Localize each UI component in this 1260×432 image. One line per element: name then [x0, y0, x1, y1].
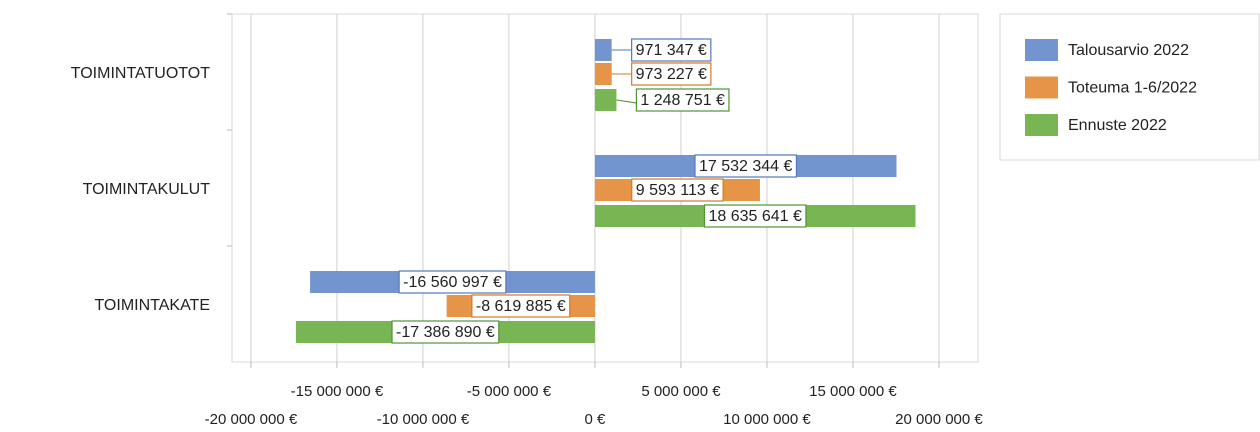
- data-label-box: [635, 88, 730, 112]
- data-label-box: [703, 204, 807, 228]
- x-tick-label: 10 000 000 €: [723, 411, 811, 428]
- legend-swatch: [1025, 76, 1058, 99]
- data-label: 973 227 €: [636, 66, 707, 83]
- category-label: TOIMINTAKATE: [94, 297, 210, 314]
- bar: [594, 63, 612, 85]
- data-label: 971 347 €: [636, 42, 707, 59]
- x-tick-label: -5 000 000 €: [467, 383, 552, 400]
- legend-swatch: [1025, 39, 1058, 61]
- data-label: 9 593 113 €: [636, 182, 719, 199]
- bar: [594, 39, 612, 61]
- bar: [594, 89, 617, 111]
- x-tick-label: -15 000 000 €: [291, 383, 384, 400]
- data-label: 18 635 641 €: [709, 208, 803, 225]
- data-label: -17 386 890 €: [396, 324, 495, 341]
- data-label-box: [631, 178, 724, 202]
- x-tick-label: 20 000 000 €: [895, 411, 983, 428]
- data-label: -16 560 997 €: [403, 274, 502, 291]
- data-label-box: [694, 154, 798, 178]
- legend-swatch: [1025, 114, 1058, 136]
- plot-frame: [231, 13, 979, 363]
- x-tick-label: -10 000 000 €: [377, 411, 470, 428]
- legend-label: Talousarvio 2022: [1068, 42, 1189, 59]
- data-label: 17 532 344 €: [699, 158, 793, 175]
- data-label: -8 619 885 €: [476, 298, 566, 315]
- data-label-box: [391, 320, 500, 344]
- data-label: 1 248 751 €: [640, 92, 725, 109]
- category-label: TOIMINTAKULUT: [83, 181, 211, 198]
- legend-label: Ennuste 2022: [1068, 117, 1167, 134]
- category-label: TOIMINTATUOTOT: [71, 65, 210, 82]
- x-tick-label: -20 000 000 €: [205, 411, 298, 428]
- x-tick-label: 0 €: [585, 411, 607, 428]
- data-label-box: [398, 270, 507, 294]
- x-tick-label: 15 000 000 €: [809, 383, 897, 400]
- legend-label: Toteuma 1-6/2022: [1068, 80, 1197, 97]
- x-tick-label: 5 000 000 €: [641, 383, 721, 400]
- leader-line: [616, 99, 637, 104]
- data-label-box: [471, 294, 571, 318]
